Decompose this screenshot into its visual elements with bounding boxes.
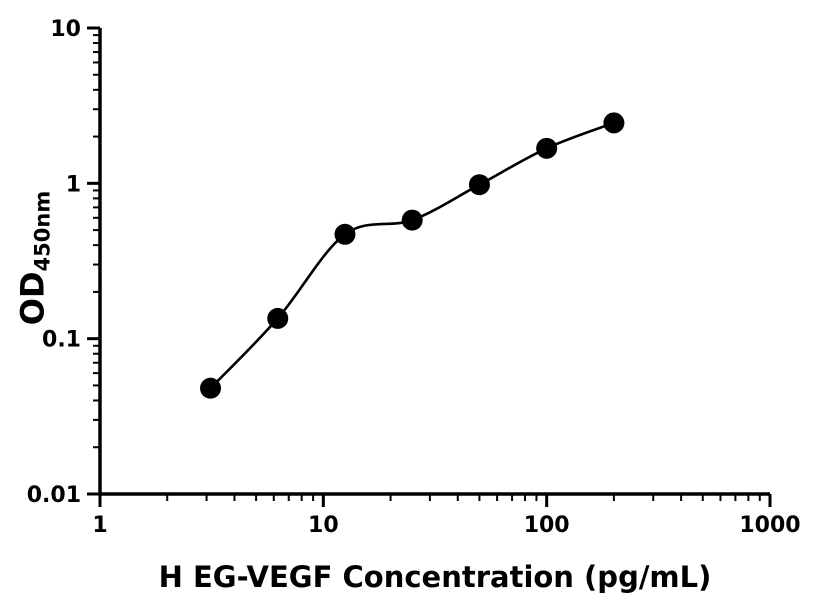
- x-tick-label: 100: [524, 513, 570, 538]
- y-axis-title-subscript: 450nm: [30, 190, 55, 272]
- data-point: [200, 377, 222, 399]
- y-tick-label: 1: [66, 172, 81, 197]
- y-axis-title: OD450nm: [14, 191, 55, 325]
- y-tick-label: 10: [50, 17, 81, 42]
- y-tick-label: 0.01: [27, 483, 81, 508]
- data-point: [468, 174, 490, 196]
- data-point: [536, 137, 558, 159]
- x-axis-title: H EG-VEGF Concentration (pg/mL): [158, 560, 712, 594]
- x-tick-label: 1000: [739, 513, 800, 538]
- y-axis-title-main: OD: [13, 271, 52, 326]
- data-point: [334, 223, 356, 245]
- x-tick-label: 10: [308, 513, 339, 538]
- axis-lines: [98, 28, 770, 496]
- x-tick-label: 1: [92, 513, 107, 538]
- data-point: [267, 307, 289, 329]
- data-point: [603, 112, 625, 134]
- data-point: [401, 209, 423, 231]
- y-tick-label: 0.1: [42, 328, 81, 353]
- fit-curve: [209, 121, 615, 390]
